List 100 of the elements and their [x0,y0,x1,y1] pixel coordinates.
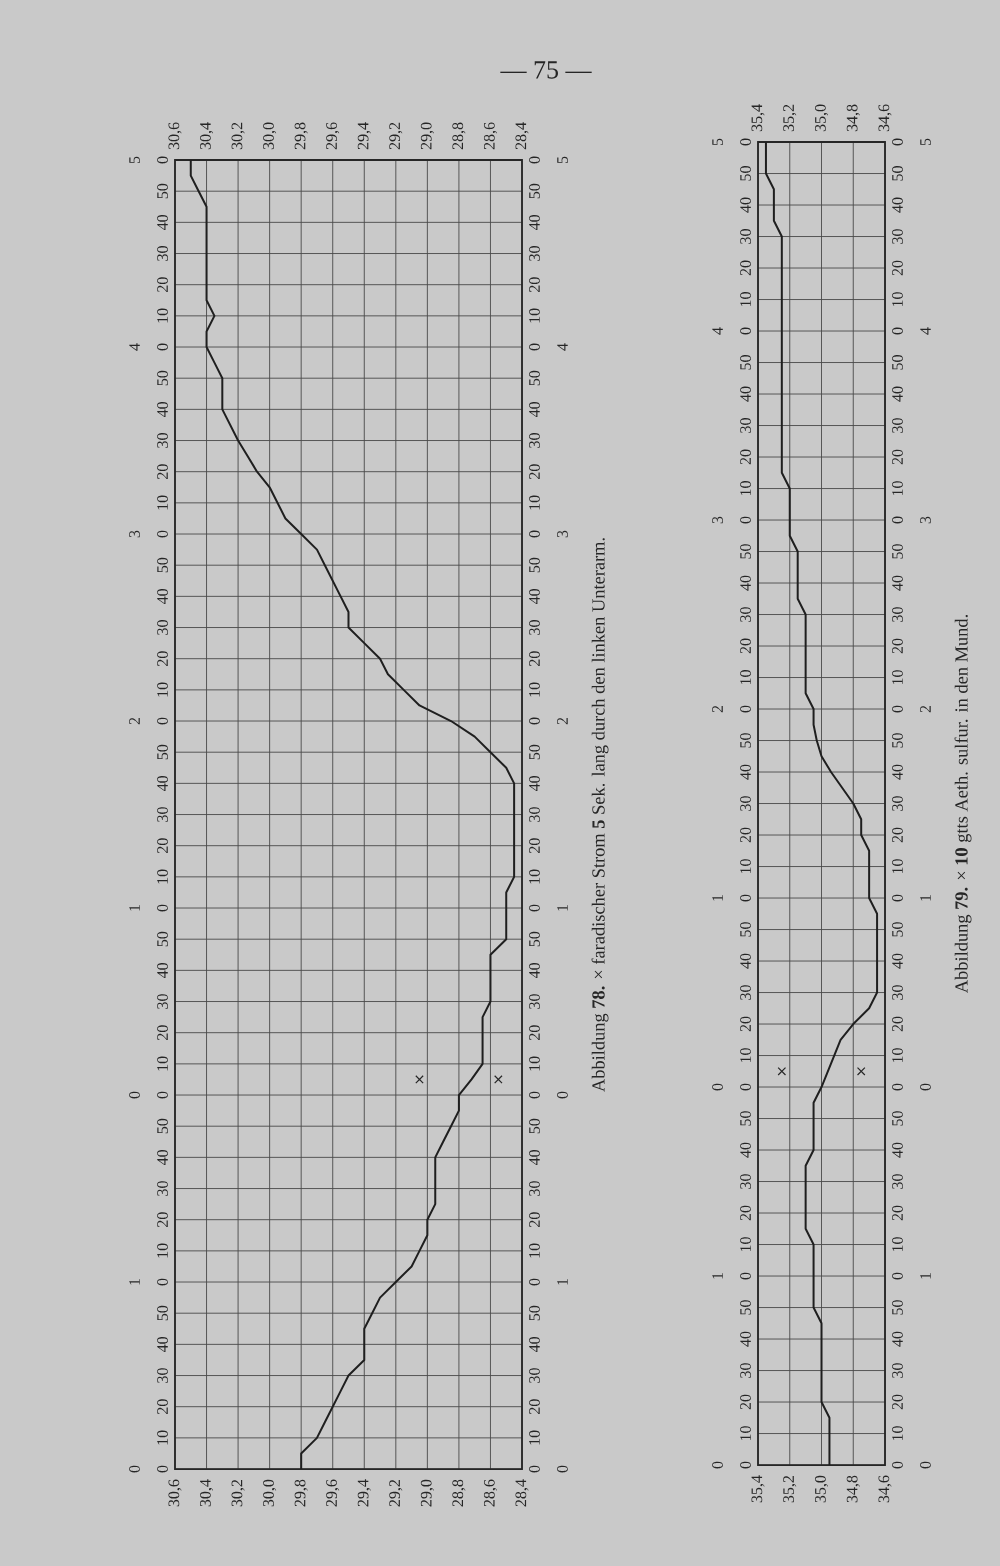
y-tick-label: 50 [157,1118,168,1134]
y2-tick-label: 0 1 [529,1278,568,1286]
y2-tick-label: 30 [529,620,540,635]
x2-tick-label: 34,8 [846,104,860,132]
x-tick-label: 34,8 [846,1475,860,1503]
x-tick-label: 30,2 [231,1479,245,1507]
y-tick-label: 40 [740,197,751,213]
y-tick-label: 40 [157,214,168,231]
y2-tick-label: 20 [892,449,903,465]
y-tick-label: 10 [157,1056,168,1071]
y-tick-label: 10 [157,308,168,323]
y2-tick-label: 0 5 [892,138,931,146]
y2-tick-label: 10 [892,1048,903,1063]
y-tick-label: 40 [157,1336,168,1353]
y2-tick-label: 50 [892,733,903,748]
y2-tick-label: 20 [529,651,540,666]
y2-tick-label: 40 [892,953,903,969]
y2-tick-label: 30 [529,246,540,261]
y2-tick-label: 30 [892,607,903,622]
y-tick-label: 20 [157,1025,168,1041]
x-tick-label: 35,0 [814,1475,829,1503]
x-tick-label: 28,8 [452,1479,466,1507]
x2-tick-label: 35,4 [751,104,765,132]
y-tick-label: 30 [740,418,751,433]
y-tick-label: 50 [157,931,168,947]
y2-tick-label: 50 [529,557,540,573]
y2-tick-label: 50 [892,922,903,937]
y2-tick-label: 50 [892,166,903,181]
text: — 75 — [500,61,592,79]
y-tick-label: 1 0 [129,904,168,912]
y-tick-label: 10 [740,859,751,874]
y2-tick-label: 0 0 [529,1091,568,1099]
y-tick-label: 40 [740,1142,751,1158]
y2-tick-label: 10 [529,495,540,510]
y-tick-label: 0 0 [712,1083,751,1091]
x2-tick-label: 29,0 [420,122,434,150]
y-tick-label: 30 [157,1181,168,1196]
y2-tick-label: 10 [892,670,903,685]
y2-tick-label: 20 [892,1016,903,1032]
y2-tick-label: 30 [892,1174,903,1189]
y-tick-label: 30 [157,246,168,261]
y2-tick-label: 30 [529,1181,540,1196]
y2-tick-label: 0 2 [529,717,568,725]
y-tick-label: 50 [740,922,751,937]
y-tick-label: 1 0 [712,1272,751,1280]
y2-tick-label: 40 [892,575,903,591]
y-tick-label: 30 [740,796,751,811]
x-tick-label: 29,6 [326,1479,340,1507]
y-tick-label: 20 [740,1016,751,1032]
y-tick-label: 20 [157,651,168,666]
y-tick-label: 10 [157,869,168,884]
y2-tick-label: 50 [892,1111,903,1126]
y-tick-label: 20 [157,838,168,853]
y-tick-label: 20 [740,449,751,465]
y-tick-label: 5 0 [129,156,168,164]
y2-tick-label: 20 [529,1212,540,1228]
y2-tick-label: 20 [892,260,903,276]
y-tick-label: 20 [740,1205,751,1221]
text: Abbildung 79. × 10 gtts Aeth. sulfur. in den Mund. [954,615,972,994]
y-tick-label: 20 [740,1394,751,1410]
x2-tick-label: 35,2 [783,104,797,132]
y-tick-label: 10 [740,292,751,307]
y-tick-label: 50 [157,744,168,760]
y2-tick-label: 50 [529,1118,540,1134]
y-tick-label: 40 [157,775,168,792]
y-tick-label: 0 0 [712,1461,751,1469]
y2-tick-label: 0 3 [529,530,568,538]
y2-tick-label: 40 [529,962,540,979]
y2-tick-label: 0 0 [892,1461,931,1469]
y2-tick-label: 40 [892,1331,903,1347]
y-tick-label: 30 [157,1368,168,1383]
y2-tick-label: 40 [529,588,540,605]
y2-tick-label: 30 [892,229,903,244]
y-tick-label: 10 [157,1430,168,1445]
y-tick-label: 5 0 [712,138,751,146]
y2-tick-label: 10 [529,1430,540,1445]
y2-tick-label: 40 [529,214,540,231]
y-tick-label: 2 0 [129,717,168,725]
y2-tick-label: 0 3 [892,516,931,524]
y-tick-label: 40 [157,1149,168,1166]
y2-tick-label: 10 [892,859,903,874]
y-tick-label: 40 [740,953,751,969]
x-tick-label: 29,2 [389,1479,403,1507]
y2-tick-label: 10 [529,308,540,323]
y-tick-label: 30 [157,620,168,635]
x-tick-label: 29,4 [357,1479,371,1507]
x2-tick-label: 29,4 [357,122,371,150]
y-tick-label: 40 [740,386,751,402]
y2-tick-label: 40 [892,1142,903,1158]
x-tick-label: 28,4 [515,1479,529,1507]
y-tick-label: 10 [157,1243,168,1258]
x-tick-label: 30,4 [200,1479,214,1507]
y-tick-label: 10 [157,682,168,697]
y-tick-label: 20 [157,1399,168,1415]
x2-tick-label: 29,8 [294,122,308,150]
y2-tick-label: 30 [529,994,540,1009]
x-tick-label: 28,6 [483,1479,497,1507]
x-tick-label: 30,0 [263,1479,277,1507]
x2-tick-label: 29,2 [389,122,403,150]
x2-tick-label: 30,2 [231,122,245,150]
